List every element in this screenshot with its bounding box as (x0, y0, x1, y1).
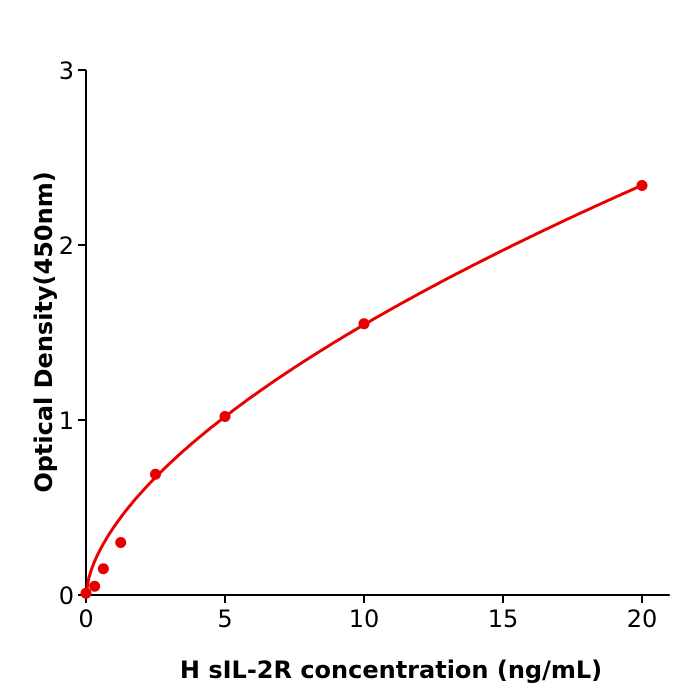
y-tick-label: 0 (59, 582, 74, 610)
x-tick-label: 10 (349, 605, 380, 633)
data-point (150, 468, 161, 480)
y-tick-label: 1 (59, 407, 74, 435)
y-axis-label: Optical Density(450nm) (30, 171, 58, 492)
data-point (115, 537, 127, 548)
data-point (636, 180, 648, 191)
x-tick-label: 0 (78, 605, 93, 633)
x-tick-label: 15 (488, 605, 519, 633)
data-point (97, 563, 109, 575)
fit-curve (84, 183, 643, 596)
axes: 0 5 10 15 20 0 1 2 3 (59, 57, 670, 633)
data-point (219, 411, 231, 422)
x-tick-label: 20 (627, 605, 658, 633)
data-point (358, 318, 370, 330)
data-point (80, 587, 92, 599)
y-tick-label: 2 (59, 232, 74, 260)
data-point (89, 580, 101, 592)
x-axis-label: H sIL-2R concentration (ng/mL) (180, 656, 602, 684)
x-tick-label: 5 (217, 605, 232, 633)
y-tick-label: 3 (59, 57, 74, 85)
data-points (80, 180, 648, 599)
